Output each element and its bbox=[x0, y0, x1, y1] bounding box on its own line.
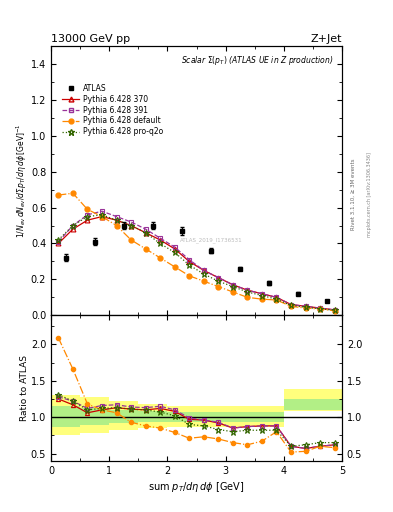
Text: Scalar $\Sigma(p_T)$ (ATLAS UE in Z production): Scalar $\Sigma(p_T)$ (ATLAS UE in Z prod… bbox=[181, 54, 333, 67]
Text: Rivet 3.1.10, ≥ 3M events: Rivet 3.1.10, ≥ 3M events bbox=[351, 159, 356, 230]
Text: Z+Jet: Z+Jet bbox=[310, 34, 342, 44]
Text: 13000 GeV pp: 13000 GeV pp bbox=[51, 34, 130, 44]
Text: mcplots.cern.ch [arXiv:1306.3436]: mcplots.cern.ch [arXiv:1306.3436] bbox=[367, 152, 373, 237]
Text: ATLAS_2019_I1736531: ATLAS_2019_I1736531 bbox=[180, 237, 242, 243]
X-axis label: sum $p_T/d\eta\,d\phi$ [GeV]: sum $p_T/d\eta\,d\phi$ [GeV] bbox=[148, 480, 245, 494]
Legend: ATLAS, Pythia 6.428 370, Pythia 6.428 391, Pythia 6.428 default, Pythia 6.428 pr: ATLAS, Pythia 6.428 370, Pythia 6.428 39… bbox=[61, 82, 165, 138]
Y-axis label: $1/N_{ev}\,dN_{ev}/d\Sigma p_T/d\eta\,d\phi\,[\mathrm{GeV}]^{-1}$: $1/N_{ev}\,dN_{ev}/d\Sigma p_T/d\eta\,d\… bbox=[15, 123, 29, 238]
Y-axis label: Ratio to ATLAS: Ratio to ATLAS bbox=[20, 355, 29, 421]
